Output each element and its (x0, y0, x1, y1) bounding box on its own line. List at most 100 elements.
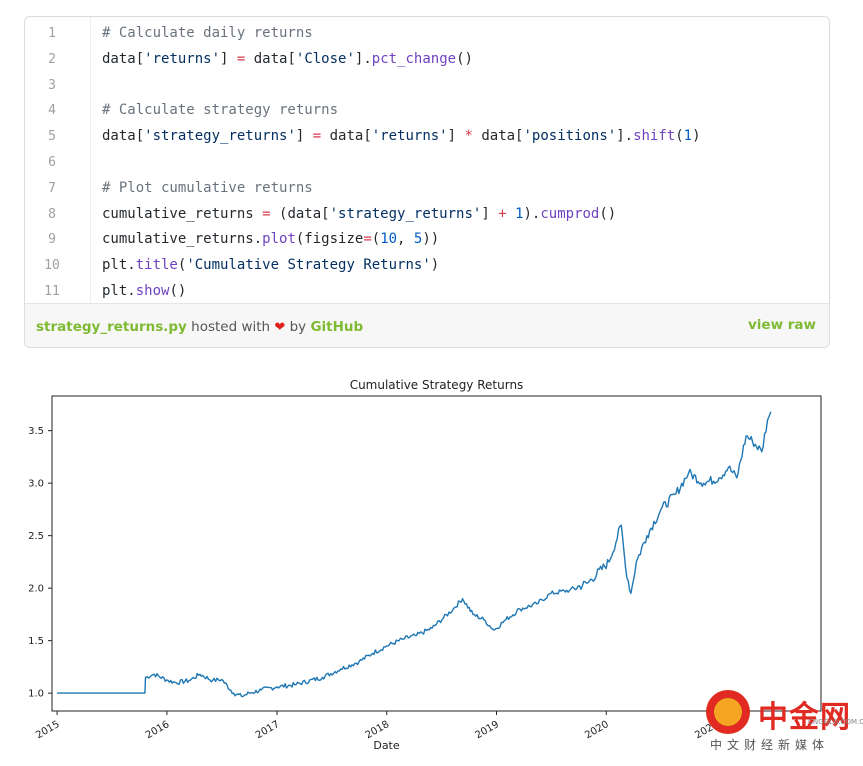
x-axis-label: Date (373, 739, 400, 752)
y-tick-label: 1.5 (28, 636, 44, 647)
code-token: pct_change (371, 50, 457, 67)
line-number[interactable]: 3 (25, 73, 67, 99)
code-token: + (498, 205, 507, 222)
code-token: ]. (616, 128, 634, 145)
line-number[interactable]: 1 (25, 21, 67, 47)
line-number[interactable]: 5 (25, 124, 67, 150)
line-number[interactable]: 9 (25, 227, 67, 253)
line-number-text: 3 (48, 77, 56, 93)
hosted-with-text: hosted with (191, 319, 271, 335)
code-token: title (135, 257, 178, 274)
line-number[interactable]: 8 (25, 202, 67, 228)
code-token: plot (262, 231, 296, 248)
code-token: 'strategy_returns' (329, 205, 482, 222)
line-number-text: 5 (48, 129, 56, 145)
code-token: 1 (515, 205, 524, 222)
code-token: 'returns' (371, 128, 448, 145)
github-link[interactable]: GitHub (310, 319, 364, 335)
line-number-text: 7 (48, 180, 56, 196)
code-token: # Plot cumulative returns (102, 179, 313, 196)
line-number[interactable]: 10 (25, 253, 67, 279)
code-token: ) (692, 128, 701, 145)
code-token: ] (220, 50, 237, 67)
logo-domain-text: CNGOLD.COM.CN (808, 718, 863, 726)
code-token: cumulative_returns (102, 205, 263, 222)
line-number[interactable]: 11 (25, 279, 67, 305)
x-tick-label: 2019 (473, 719, 501, 741)
code-line: 4 # Calculate strategy returns (25, 98, 829, 124)
line-number-text: 11 (44, 284, 60, 299)
line-number[interactable]: 4 (25, 98, 67, 124)
series-line (57, 411, 772, 698)
gist-filename-link[interactable]: strategy_returns.py (36, 319, 187, 335)
y-tick-label: 3.5 (28, 426, 44, 437)
line-number-text: 1 (48, 26, 56, 41)
chart-svg: Cumulative Strategy Returns 1.0 1.5 2.0 2.5 3… (28, 378, 822, 752)
code-text: data['returns'] = data['Close'].pct_chan… (102, 47, 473, 73)
code-line: 1 # Calculate daily returns (25, 21, 829, 47)
code-token: plt. (102, 257, 136, 274)
gist-attribution: strategy_returns.py hosted with ❤ by Git… (36, 319, 363, 335)
code-line: 6 (25, 150, 829, 176)
plot-area-frame (51, 395, 822, 712)
code-text: cumulative_returns.plot(figsize=(10, 5)) (102, 227, 439, 253)
x-tick-label: 2020 (583, 719, 611, 741)
code-token: data[ (472, 128, 524, 145)
code-token: # Calculate strategy returns (102, 102, 339, 119)
code-token: data[ (245, 50, 296, 67)
code-text: plt.title('Cumulative Strategy Returns') (102, 253, 439, 279)
code-token: plt. (102, 283, 136, 299)
line-number[interactable]: 7 (25, 176, 67, 202)
code-token: data[ (102, 50, 145, 67)
code-token: 'strategy_returns' (144, 128, 296, 145)
gist-embed: 1 # Calculate daily returns 2 data['returns… (24, 16, 830, 348)
code-text: plt.show() (102, 279, 186, 305)
code-token: shift (633, 128, 676, 145)
code-token: ( (371, 231, 381, 248)
code-token: ). (523, 205, 541, 222)
code-token: 5 (413, 231, 423, 248)
code-line: 9 cumulative_returns.plot(figsize=(10, 5)… (25, 227, 829, 253)
gist-footer: strategy_returns.py hosted with ❤ by Git… (25, 303, 829, 347)
code-token: () (169, 283, 187, 299)
code-text: cumulative_returns = (data['strategy_ret… (102, 202, 616, 228)
code-token: ]. (354, 50, 372, 67)
y-tick-label: 2.5 (28, 531, 44, 542)
code-token: 'returns' (144, 50, 221, 67)
logo-subtitle: 中文财经新媒体 (710, 738, 830, 752)
by-text: by (289, 319, 307, 335)
code-text: # Calculate daily returns (102, 21, 313, 47)
watermark-logo: 中金网 CNGOLD.COM.CN 中文财经新媒体 (706, 690, 863, 754)
code-token: = (363, 231, 372, 248)
code-token: (data[ (270, 205, 330, 222)
line-number-text: 2 (48, 51, 56, 67)
code-token: (figsize (295, 231, 364, 248)
code-line: 5 data['strategy_returns'] = data['return… (25, 124, 829, 150)
code-token: ] (295, 128, 313, 145)
line-number-text: 6 (48, 155, 56, 170)
view-raw-link[interactable]: view raw (748, 317, 816, 333)
code-line: 10 plt.title('Cumulative Strategy Returns… (25, 253, 829, 279)
code-line: 3 (25, 73, 829, 99)
chart-title: Cumulative Strategy Returns (350, 378, 524, 392)
y-tick-label: 2.0 (28, 584, 44, 595)
heart-icon: ❤ (274, 320, 286, 335)
line-number[interactable]: 2 (25, 47, 67, 73)
code-block: 1 # Calculate daily returns 2 data['returns… (25, 17, 829, 303)
code-token: () (456, 50, 473, 67)
code-token: ( (675, 128, 684, 145)
code-token: ( (177, 257, 187, 274)
code-token (507, 206, 515, 222)
code-token: 'Cumulative Strategy Returns' (186, 257, 431, 274)
y-tick-label: 3.0 (28, 479, 44, 490)
code-token: cumulative_returns. (102, 231, 263, 248)
line-number-text: 4 (48, 103, 56, 119)
code-token: , (397, 231, 414, 248)
code-line: 2 data['returns'] = data['Close'].pct_cha… (25, 47, 829, 73)
code-token: = (312, 128, 322, 145)
code-token: = (236, 50, 246, 67)
code-text: # Plot cumulative returns (102, 176, 313, 202)
line-number[interactable]: 6 (25, 150, 67, 176)
code-text: data['strategy_returns'] = data['returns… (102, 124, 701, 150)
code-token: = (262, 205, 271, 222)
